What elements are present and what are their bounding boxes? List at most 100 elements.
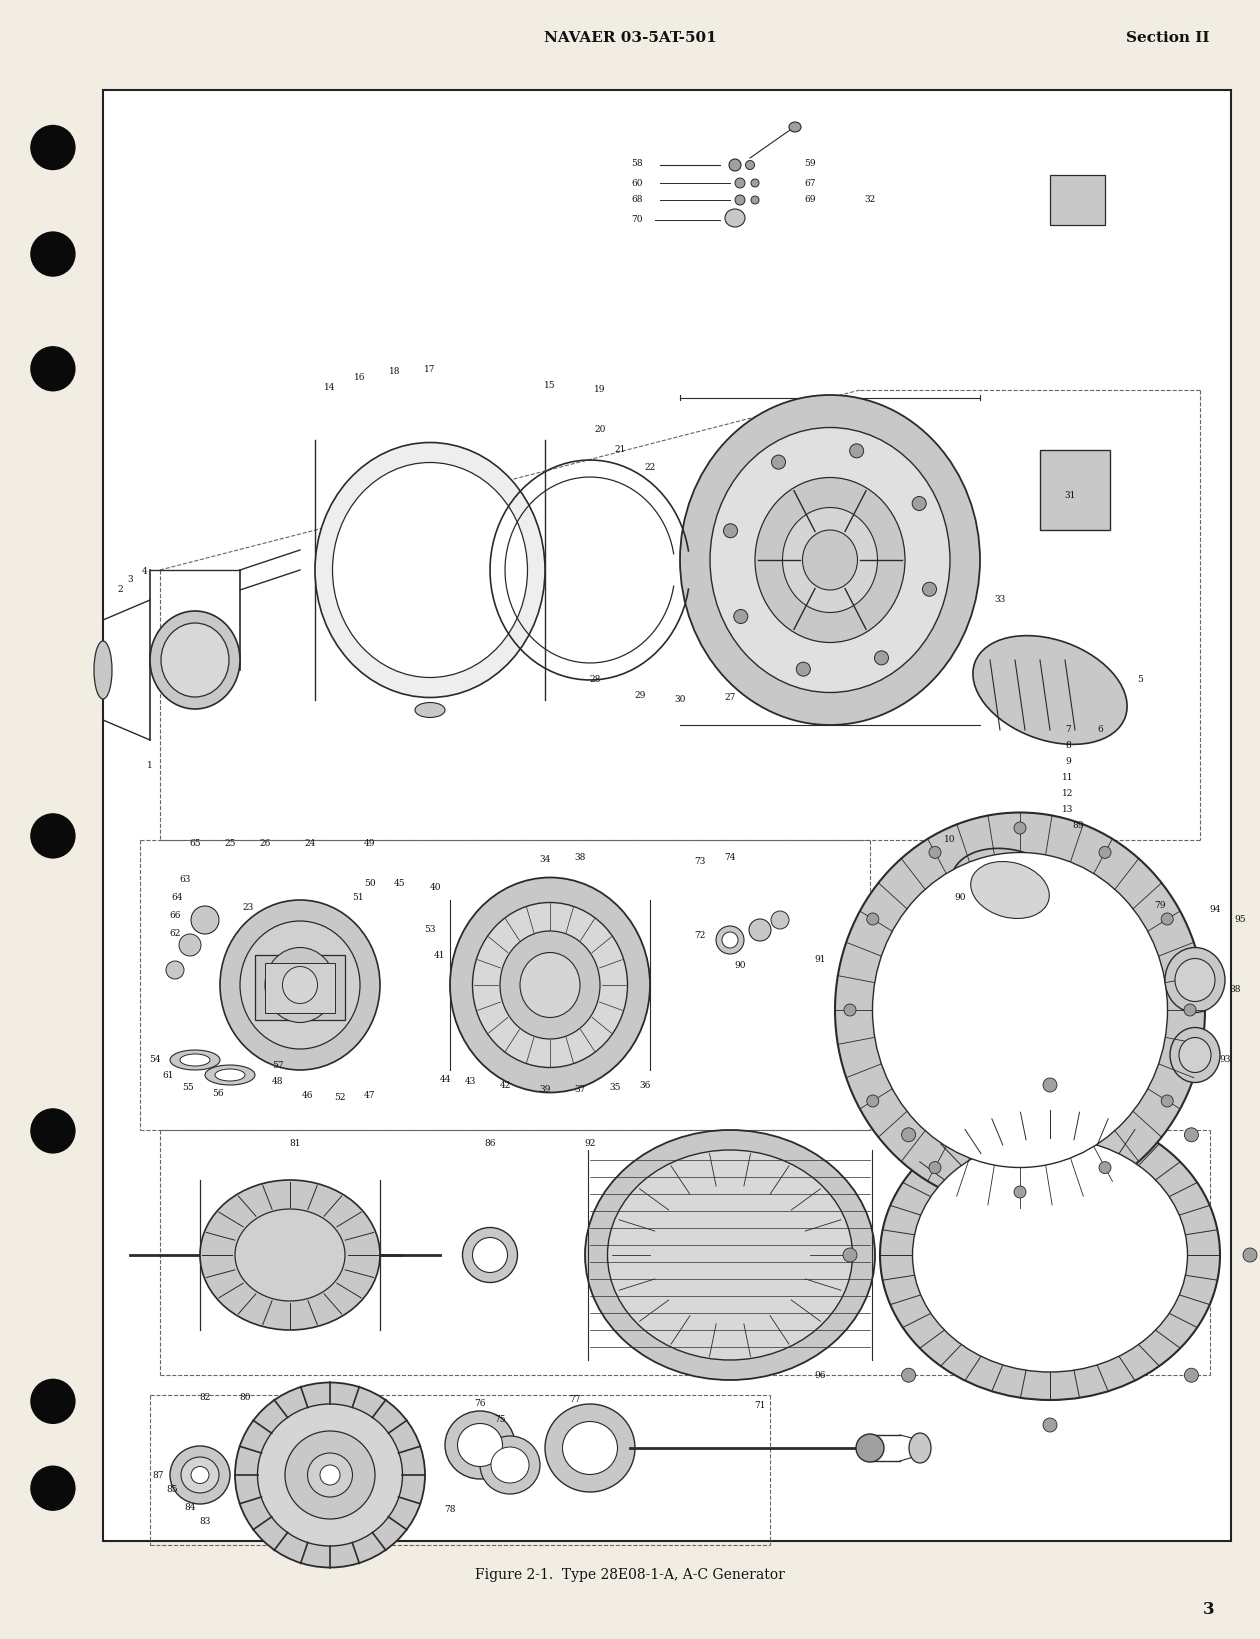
- Text: 15: 15: [544, 380, 556, 390]
- Text: 11: 11: [1062, 774, 1074, 782]
- Ellipse shape: [902, 1369, 916, 1382]
- Ellipse shape: [735, 179, 745, 188]
- Text: 21: 21: [615, 446, 626, 454]
- Ellipse shape: [30, 125, 76, 170]
- Ellipse shape: [973, 636, 1128, 744]
- Ellipse shape: [150, 611, 239, 710]
- Text: 47: 47: [364, 1090, 375, 1100]
- Ellipse shape: [333, 462, 528, 677]
- Ellipse shape: [236, 1383, 425, 1567]
- Text: 56: 56: [212, 1088, 224, 1098]
- Text: 86: 86: [484, 1139, 495, 1147]
- Text: 32: 32: [864, 195, 876, 205]
- Text: 30: 30: [674, 695, 685, 705]
- Ellipse shape: [1162, 913, 1173, 924]
- Ellipse shape: [520, 952, 580, 1018]
- Ellipse shape: [755, 477, 905, 642]
- Ellipse shape: [181, 1457, 219, 1493]
- Ellipse shape: [835, 813, 1205, 1208]
- Text: 1: 1: [147, 760, 152, 769]
- Text: 13: 13: [1062, 805, 1074, 815]
- Ellipse shape: [748, 919, 771, 941]
- Bar: [1040, 451, 1110, 529]
- Ellipse shape: [751, 197, 759, 203]
- Ellipse shape: [874, 651, 888, 665]
- Text: 89: 89: [1072, 821, 1084, 831]
- Ellipse shape: [879, 1110, 1220, 1400]
- Text: 90: 90: [735, 960, 746, 970]
- Text: 6: 6: [1097, 726, 1102, 734]
- Text: 12: 12: [1062, 790, 1074, 798]
- Ellipse shape: [771, 911, 789, 929]
- Ellipse shape: [170, 1051, 220, 1070]
- Ellipse shape: [307, 1454, 353, 1496]
- Ellipse shape: [709, 428, 950, 693]
- Ellipse shape: [220, 900, 381, 1070]
- Ellipse shape: [1244, 1247, 1257, 1262]
- Ellipse shape: [236, 1210, 345, 1301]
- Text: 59: 59: [804, 159, 815, 167]
- Ellipse shape: [908, 1432, 931, 1464]
- Text: 69: 69: [804, 195, 815, 205]
- Text: 10: 10: [944, 836, 956, 844]
- Ellipse shape: [843, 1247, 857, 1262]
- Ellipse shape: [192, 906, 219, 934]
- Ellipse shape: [1184, 1005, 1196, 1016]
- Ellipse shape: [929, 846, 941, 859]
- Text: 25: 25: [224, 839, 236, 847]
- Ellipse shape: [180, 1054, 210, 1065]
- Ellipse shape: [285, 1431, 375, 1519]
- Text: 23: 23: [242, 903, 253, 913]
- Text: Section II: Section II: [1126, 31, 1210, 44]
- Ellipse shape: [872, 852, 1168, 1167]
- Text: 79: 79: [1154, 900, 1166, 910]
- Text: 14: 14: [324, 384, 335, 392]
- Text: 61: 61: [163, 1070, 174, 1080]
- Ellipse shape: [733, 610, 747, 623]
- Bar: [1050, 175, 1105, 225]
- Text: 43: 43: [465, 1077, 476, 1087]
- Text: 49: 49: [364, 839, 375, 847]
- Text: 33: 33: [994, 595, 1005, 605]
- Ellipse shape: [1043, 1078, 1057, 1092]
- Text: 18: 18: [389, 367, 401, 377]
- Text: 39: 39: [539, 1085, 551, 1095]
- Ellipse shape: [1176, 959, 1215, 1001]
- Ellipse shape: [30, 1108, 76, 1154]
- Ellipse shape: [922, 582, 936, 597]
- Ellipse shape: [315, 443, 546, 698]
- Text: 2: 2: [117, 585, 122, 595]
- Ellipse shape: [192, 1467, 209, 1483]
- Text: 7: 7: [1065, 726, 1071, 734]
- Text: 90: 90: [954, 893, 965, 903]
- Ellipse shape: [30, 813, 76, 859]
- Ellipse shape: [902, 1128, 916, 1142]
- Ellipse shape: [730, 159, 741, 170]
- Ellipse shape: [546, 1405, 635, 1491]
- Text: 73: 73: [694, 857, 706, 867]
- Text: 95: 95: [1235, 916, 1246, 924]
- Text: NAVAER 03-5AT-501: NAVAER 03-5AT-501: [543, 31, 717, 44]
- Text: 48: 48: [272, 1077, 284, 1087]
- Text: 92: 92: [585, 1139, 596, 1147]
- Ellipse shape: [867, 913, 878, 924]
- Text: 52: 52: [334, 1093, 345, 1103]
- Text: Figure 2-1.  Type 28E08-1-A, A-C Generator: Figure 2-1. Type 28E08-1-A, A-C Generato…: [475, 1569, 785, 1582]
- Ellipse shape: [789, 121, 801, 133]
- Text: 68: 68: [631, 195, 643, 205]
- Text: 34: 34: [539, 856, 551, 864]
- Ellipse shape: [472, 1237, 508, 1272]
- Ellipse shape: [1014, 1187, 1026, 1198]
- Ellipse shape: [1099, 846, 1111, 859]
- Ellipse shape: [94, 641, 112, 698]
- Ellipse shape: [457, 1424, 503, 1467]
- Ellipse shape: [282, 967, 318, 1003]
- Text: 80: 80: [239, 1393, 251, 1403]
- Text: 74: 74: [724, 854, 736, 862]
- Text: 60: 60: [631, 179, 643, 187]
- Text: 94: 94: [1210, 905, 1221, 915]
- Text: 42: 42: [499, 1080, 510, 1090]
- Ellipse shape: [929, 1162, 941, 1174]
- Text: 88: 88: [1230, 985, 1241, 995]
- Text: 41: 41: [435, 951, 446, 959]
